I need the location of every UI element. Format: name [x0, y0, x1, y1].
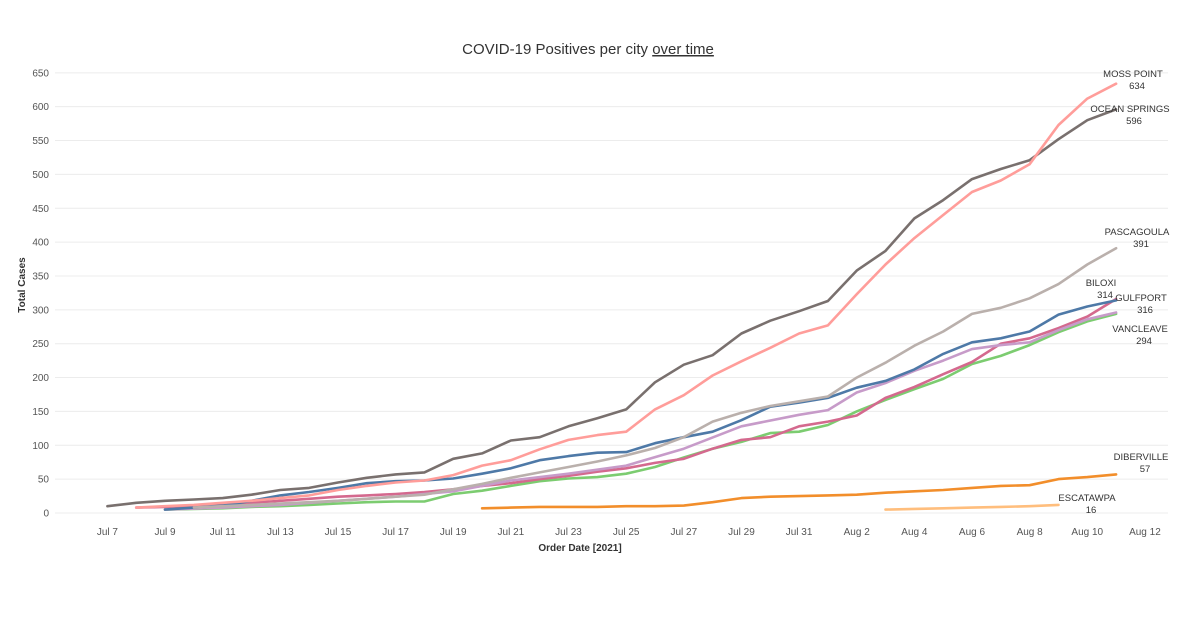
y-tick-label: 250 — [32, 339, 49, 350]
series-line-diberville[interactable] — [480, 473, 1118, 510]
x-tick-label: Jul 27 — [670, 527, 697, 538]
x-tick-label: Jul 11 — [210, 527, 236, 538]
series-lines — [106, 82, 1118, 511]
x-tick-label: Aug 10 — [1071, 527, 1103, 538]
x-tick-label: Jul 19 — [440, 527, 467, 538]
x-tick-label: Aug 4 — [901, 527, 928, 538]
x-tick-label: Jul 17 — [382, 527, 409, 538]
x-tick-label: Jul 15 — [325, 527, 352, 538]
end-label-value: 634 — [1129, 81, 1145, 92]
end-label-value: 57 — [1140, 464, 1151, 475]
x-tick-label: Aug 2 — [844, 527, 871, 538]
end-label-value: 314 — [1097, 290, 1113, 301]
y-tick-label: 450 — [32, 204, 49, 215]
series-line-gulfport[interactable] — [134, 297, 1118, 509]
end-label-name: DIBERVILLE — [1114, 452, 1169, 463]
x-tick-label: Jul 25 — [613, 527, 640, 538]
y-tick-label: 600 — [32, 102, 49, 113]
end-label-value: 391 — [1133, 239, 1149, 250]
x-tick-label: Jul 7 — [97, 527, 119, 538]
y-tick-label: 650 — [32, 68, 49, 79]
chart-title: COVID-19 Positives per city over time — [462, 41, 714, 58]
end-label-name: PASCAGOULA — [1105, 227, 1170, 238]
chart-title-text: COVID-19 Positives per city over time — [462, 41, 714, 58]
end-label-name: VANCLEAVE — [1112, 324, 1168, 335]
end-label-name: GULFPORT — [1115, 293, 1167, 304]
y-axis-label: Total Cases — [17, 257, 28, 313]
series-line-escatawpa[interactable] — [884, 503, 1060, 511]
y-axis-ticks: 0 50 100 150 200 250 300 350 400 450 500 550 600 650 — [32, 68, 49, 519]
end-label-name: MOSS POINT — [1103, 69, 1163, 80]
x-axis-label: Order Date [2021] — [538, 543, 621, 554]
end-label-name: OCEAN SPRINGS — [1090, 104, 1169, 115]
end-label-value: 294 — [1136, 336, 1152, 347]
x-tick-label: Jul 13 — [267, 527, 294, 538]
x-tick-label: Jul 23 — [555, 527, 582, 538]
x-tick-label: Jul 31 — [786, 527, 813, 538]
series-line-biloxi[interactable] — [163, 299, 1118, 511]
series-line-vancleave[interactable] — [163, 312, 1118, 511]
y-tick-label: 400 — [32, 238, 49, 249]
end-label-value: 16 — [1086, 505, 1097, 516]
y-tick-label: 0 — [43, 509, 49, 520]
y-tick-label: 150 — [32, 407, 49, 418]
end-label-name: BILOXI — [1086, 278, 1117, 289]
x-tick-label: Aug 6 — [959, 527, 986, 538]
y-tick-label: 200 — [32, 373, 49, 384]
y-tick-label: 350 — [32, 271, 49, 282]
y-tick-label: 50 — [38, 475, 50, 486]
series-line-moss-point[interactable] — [134, 82, 1118, 509]
y-tick-label: 100 — [32, 441, 49, 452]
series-line-pascagoula[interactable] — [192, 246, 1118, 509]
series-line-ocean-springs[interactable] — [106, 108, 1118, 508]
y-tick-label: 500 — [32, 170, 49, 181]
x-axis-ticks: Jul 7 Jul 9 Jul 11 Jul 13 Jul 15 Jul 17 Jul 19… — [97, 527, 1161, 538]
chart-title-link[interactable]: over time — [652, 41, 714, 58]
x-tick-label: Aug 8 — [1017, 527, 1044, 538]
end-label-value: 596 — [1126, 116, 1142, 127]
end-label-value: 316 — [1137, 305, 1153, 316]
y-tick-label: 300 — [32, 305, 49, 316]
chart-title-main: COVID-19 Positives per city — [462, 41, 652, 58]
gridlines — [55, 72, 1168, 514]
x-tick-label: Jul 21 — [498, 527, 525, 538]
x-tick-label: Jul 9 — [154, 527, 176, 538]
y-tick-label: 550 — [32, 136, 49, 147]
x-tick-label: Jul 29 — [728, 527, 755, 538]
x-tick-label: Aug 12 — [1129, 527, 1161, 538]
end-label-name: ESCATAWPA — [1058, 493, 1116, 504]
